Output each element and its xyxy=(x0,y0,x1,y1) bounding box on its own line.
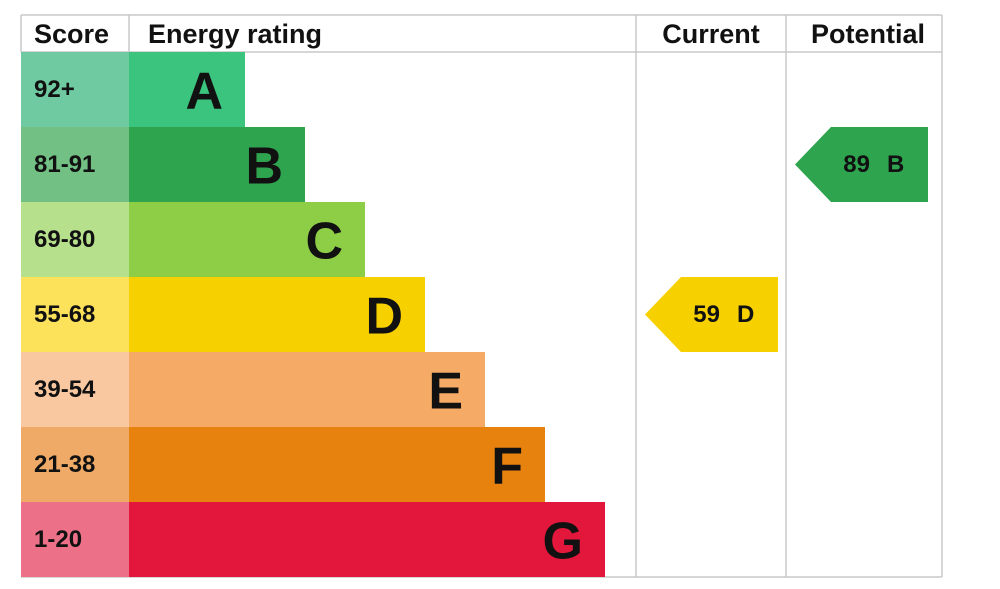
score-cell xyxy=(21,52,129,127)
rating-letter: F xyxy=(491,438,523,496)
current-rating: D xyxy=(737,301,754,328)
current-arrow xyxy=(645,277,778,352)
score-cell xyxy=(21,427,129,502)
potential-score: 89 xyxy=(843,151,870,178)
rating-letter: D xyxy=(365,288,403,346)
score-cell xyxy=(21,202,129,277)
potential-rating: B xyxy=(887,151,904,178)
header: Energy rating xyxy=(148,19,322,49)
score-band: 55-68 xyxy=(34,301,95,328)
rating-letter: E xyxy=(428,363,463,421)
score-cell xyxy=(21,502,129,577)
current-score: 59 xyxy=(693,301,720,328)
score-band: 69-80 xyxy=(34,226,95,253)
score-band: 1-20 xyxy=(34,526,82,553)
score-cell xyxy=(21,352,129,427)
score-cell xyxy=(21,127,129,202)
rating-letter: A xyxy=(185,63,223,121)
potential-arrow xyxy=(795,127,928,202)
header: Score xyxy=(34,19,109,49)
rating-bar xyxy=(129,352,485,427)
rating-bar xyxy=(129,202,365,277)
rating-bar xyxy=(129,277,425,352)
header: Current xyxy=(662,19,760,49)
rating-letter: G xyxy=(543,513,583,571)
score-band: 81-91 xyxy=(34,151,95,178)
score-band: 39-54 xyxy=(34,376,96,403)
score-band: 92+ xyxy=(34,76,75,103)
rating-letter: C xyxy=(305,213,343,271)
rating-bar xyxy=(129,427,545,502)
score-band: 21-38 xyxy=(34,451,95,478)
rating-letter: B xyxy=(245,138,283,196)
header: Potential xyxy=(811,19,925,49)
rating-bar xyxy=(129,52,245,127)
rating-bar xyxy=(129,502,605,577)
rating-bar xyxy=(129,127,305,202)
score-cell xyxy=(21,277,129,352)
